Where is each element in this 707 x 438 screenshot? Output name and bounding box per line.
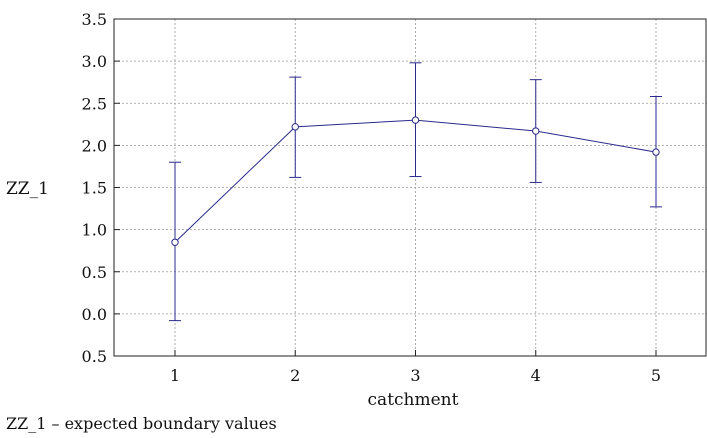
y-tick-label: 2.0 <box>82 136 107 155</box>
series-layer <box>169 62 662 322</box>
chart: 3.5 3.0 2.5 2.0 1.5 1.0 0.5 0.0 0.5 1 2 3 4 5 ZZ_1 ca… <box>6 10 707 410</box>
figure-caption: ZZ_1 – expected boundary values <box>6 414 277 433</box>
x-tick-label: 4 <box>531 366 541 385</box>
data-point <box>411 116 420 124</box>
axis-ticks: 3.5 3.0 2.5 2.0 1.5 1.0 0.5 0.0 0.5 1 2 3 4 5 <box>82 10 662 385</box>
x-tick-label: 1 <box>170 366 180 385</box>
y-tick-label: 3.5 <box>82 10 107 29</box>
data-point <box>652 148 660 156</box>
x-tick-label: 3 <box>410 366 420 385</box>
x-tick-label: 2 <box>290 366 300 385</box>
data-point <box>532 127 540 135</box>
data-point <box>171 238 179 246</box>
x-tick-label: 5 <box>651 366 661 385</box>
x-axis-title: catchment <box>368 390 459 410</box>
y-tick-label: 1.0 <box>82 221 107 240</box>
y-tick-label: 2.5 <box>82 94 107 113</box>
y-axis-title: ZZ_1 <box>6 179 49 199</box>
y-tick-label: 3.0 <box>82 52 107 71</box>
y-tick-label: 1.5 <box>82 179 107 198</box>
data-point <box>291 123 299 131</box>
y-tick-label: 0.0 <box>82 305 107 324</box>
grid-lines <box>114 19 707 356</box>
y-tick-label: 0.5 <box>82 263 107 282</box>
y-tick-label: 0.5 <box>82 347 107 366</box>
